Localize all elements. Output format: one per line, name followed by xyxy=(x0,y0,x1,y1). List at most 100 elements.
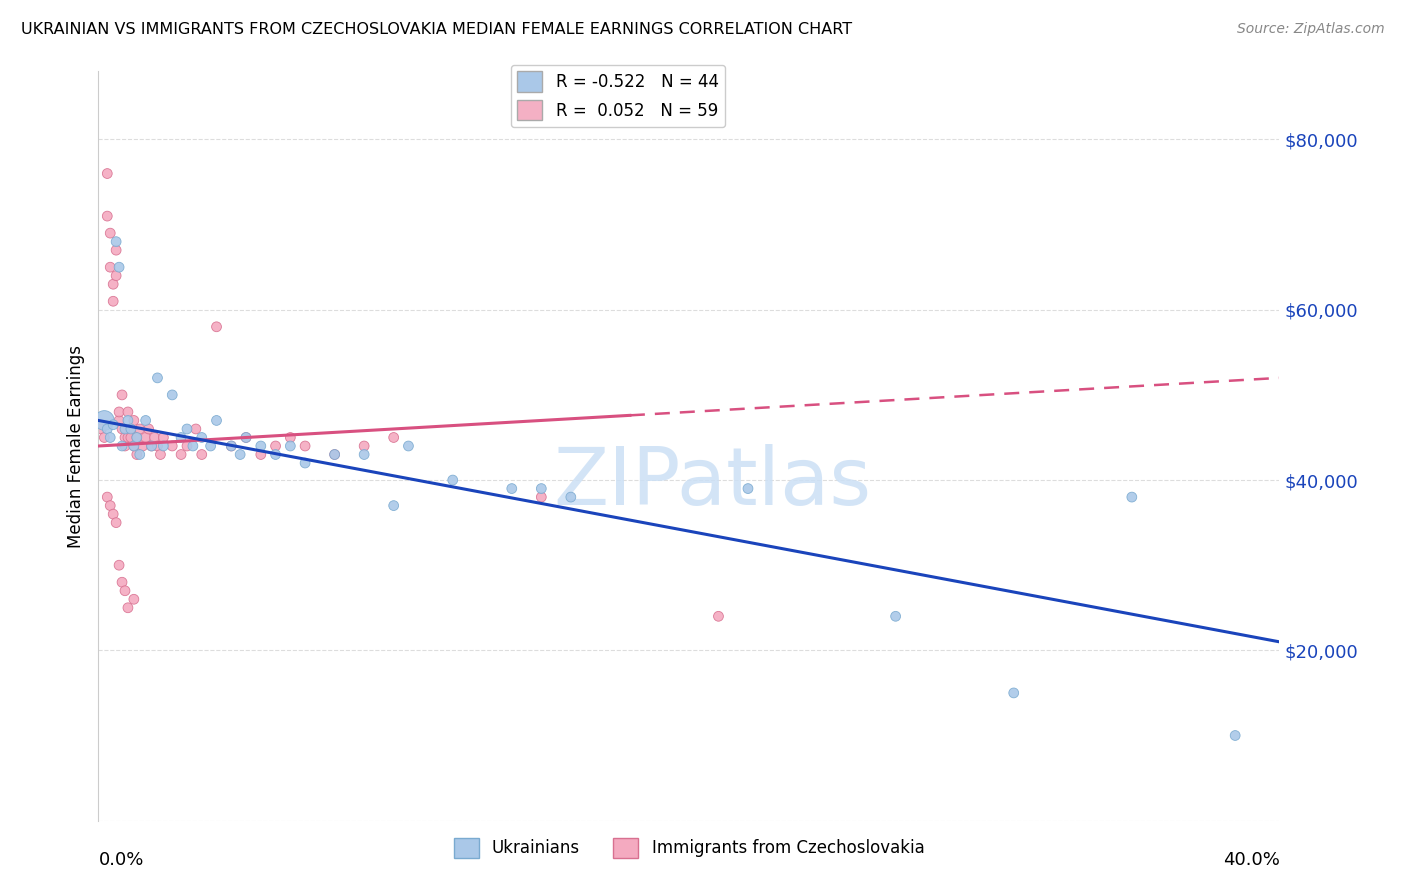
Point xyxy=(149,448,172,462)
Point xyxy=(114,583,136,598)
Point xyxy=(353,439,375,453)
Point xyxy=(1121,490,1143,504)
Point xyxy=(93,413,115,427)
Point xyxy=(264,439,287,453)
Point xyxy=(205,319,228,334)
Point xyxy=(103,417,125,432)
Point xyxy=(353,448,375,462)
Point xyxy=(221,439,243,453)
Point xyxy=(105,268,128,283)
Point xyxy=(122,439,145,453)
Point xyxy=(111,439,134,453)
Text: 0.0%: 0.0% xyxy=(98,851,143,869)
Point xyxy=(146,439,169,453)
Point xyxy=(122,592,145,607)
Point xyxy=(294,439,316,453)
Text: 40.0%: 40.0% xyxy=(1223,851,1279,869)
Text: ZIPatlas: ZIPatlas xyxy=(554,444,872,523)
Point xyxy=(125,448,148,462)
Point xyxy=(382,430,405,444)
Point xyxy=(114,422,136,436)
Text: UKRAINIAN VS IMMIGRANTS FROM CZECHOSLOVAKIA MEDIAN FEMALE EARNINGS CORRELATION C: UKRAINIAN VS IMMIGRANTS FROM CZECHOSLOVA… xyxy=(21,22,852,37)
Point xyxy=(111,422,134,436)
Point xyxy=(117,405,139,419)
Point xyxy=(114,430,136,444)
Point xyxy=(90,422,112,436)
Point xyxy=(96,167,118,181)
Point xyxy=(114,439,136,453)
Point xyxy=(111,388,134,402)
Point xyxy=(191,448,214,462)
Point xyxy=(135,430,157,444)
Point xyxy=(108,558,131,573)
Point xyxy=(205,413,228,427)
Point xyxy=(170,430,193,444)
Point xyxy=(323,448,346,462)
Point xyxy=(120,422,142,436)
Point xyxy=(138,422,160,436)
Point xyxy=(111,575,134,590)
Point xyxy=(250,439,273,453)
Point xyxy=(162,388,183,402)
Point xyxy=(170,448,193,462)
Point xyxy=(122,413,145,427)
Legend: Ukrainians, Immigrants from Czechoslovakia: Ukrainians, Immigrants from Czechoslovak… xyxy=(447,831,931,864)
Point xyxy=(560,490,582,504)
Point xyxy=(707,609,730,624)
Point xyxy=(143,430,166,444)
Point xyxy=(105,243,128,257)
Point xyxy=(235,430,257,444)
Point xyxy=(184,422,207,436)
Y-axis label: Median Female Earnings: Median Female Earnings xyxy=(67,344,86,548)
Point xyxy=(141,439,163,453)
Point xyxy=(98,430,121,444)
Point xyxy=(294,456,316,470)
Point xyxy=(108,260,131,275)
Point xyxy=(128,422,150,436)
Point xyxy=(125,430,148,444)
Point xyxy=(152,439,174,453)
Point xyxy=(181,439,204,453)
Point xyxy=(1002,686,1025,700)
Point xyxy=(250,448,273,462)
Point xyxy=(96,209,118,223)
Point xyxy=(398,439,420,453)
Point xyxy=(191,430,214,444)
Point xyxy=(98,499,121,513)
Point xyxy=(884,609,907,624)
Point xyxy=(128,448,150,462)
Point xyxy=(122,439,145,453)
Point xyxy=(108,405,131,419)
Point xyxy=(120,422,142,436)
Point xyxy=(176,422,198,436)
Point xyxy=(125,430,148,444)
Point xyxy=(323,448,346,462)
Point xyxy=(235,430,257,444)
Point xyxy=(105,516,128,530)
Point xyxy=(108,413,131,427)
Point xyxy=(162,439,183,453)
Point xyxy=(135,413,157,427)
Text: Source: ZipAtlas.com: Source: ZipAtlas.com xyxy=(1237,22,1385,37)
Point xyxy=(117,430,139,444)
Point xyxy=(117,413,139,427)
Point xyxy=(441,473,464,487)
Point xyxy=(103,507,125,521)
Point xyxy=(200,439,222,453)
Point xyxy=(382,499,405,513)
Point xyxy=(152,430,174,444)
Point xyxy=(1225,729,1247,743)
Point xyxy=(98,226,121,240)
Point xyxy=(146,371,169,385)
Point xyxy=(229,448,252,462)
Point xyxy=(530,490,553,504)
Point xyxy=(280,439,302,453)
Point xyxy=(264,448,287,462)
Point xyxy=(737,482,759,496)
Point xyxy=(117,600,139,615)
Point xyxy=(530,482,553,496)
Point xyxy=(98,260,121,275)
Point xyxy=(105,235,128,249)
Point xyxy=(501,482,523,496)
Point xyxy=(103,277,125,292)
